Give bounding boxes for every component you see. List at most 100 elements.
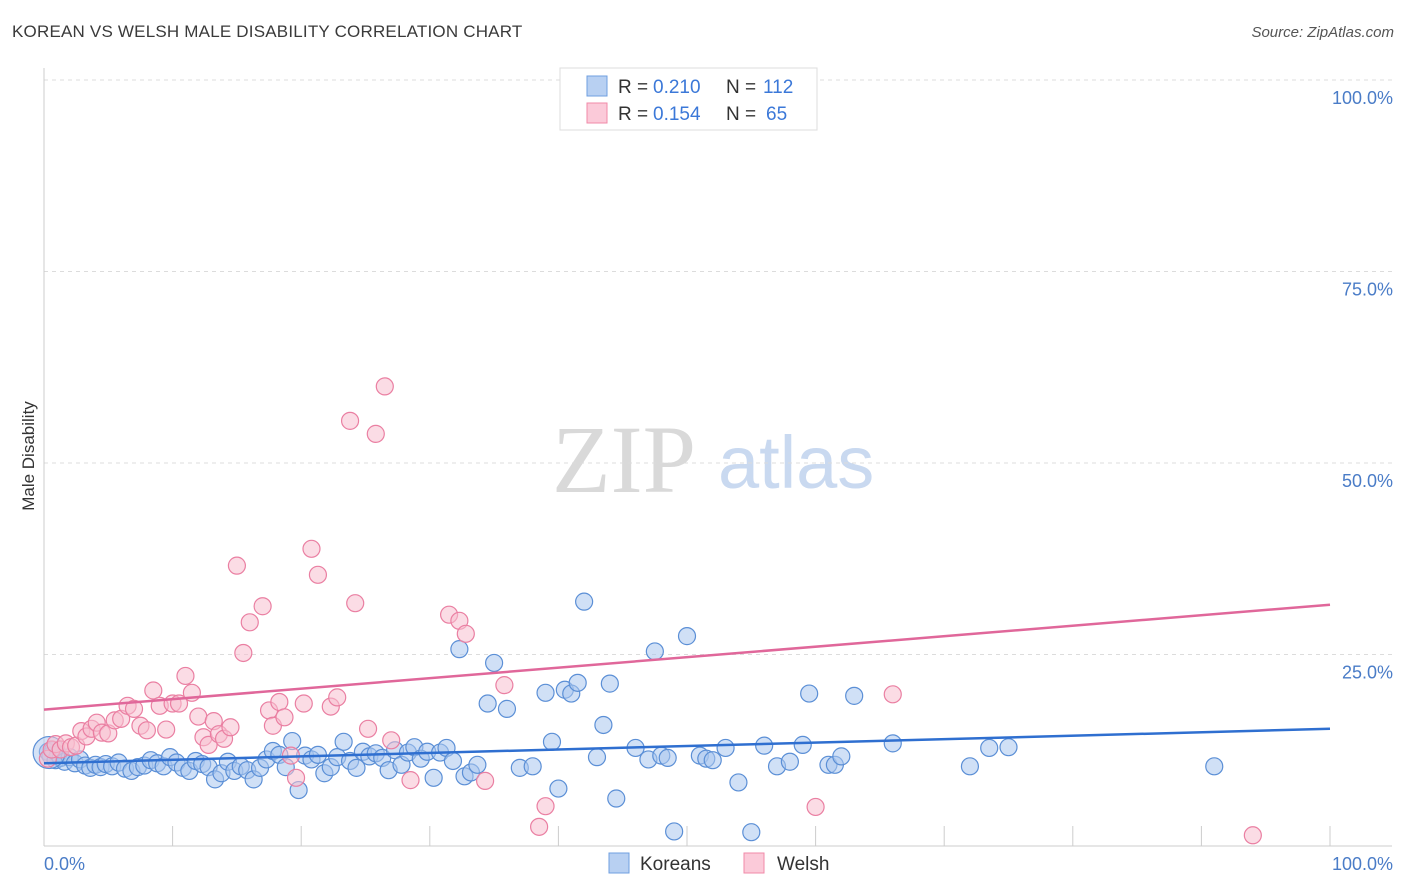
welsh-point-60 bbox=[530, 817, 549, 836]
watermark-zip: ZIP bbox=[552, 406, 696, 513]
welsh-points bbox=[38, 71, 1262, 845]
welsh-point-64 bbox=[883, 685, 902, 704]
welsh-point-16 bbox=[124, 699, 144, 718]
korean-point-100 bbox=[729, 773, 748, 792]
welsh-point-50 bbox=[358, 719, 378, 738]
legend-swatch-koreans bbox=[586, 75, 608, 97]
bottom-legend: Koreans Welsh bbox=[608, 852, 829, 875]
korean-point-91 bbox=[645, 642, 664, 661]
korean-point-113 bbox=[980, 738, 999, 758]
welsh-point-18 bbox=[137, 721, 156, 740]
legend-n-value-welsh: 65 bbox=[766, 104, 787, 125]
korean-point-109 bbox=[832, 747, 851, 766]
korean-point-115 bbox=[1205, 757, 1224, 776]
welsh-point-39 bbox=[270, 692, 289, 712]
y-tick-labels: 25.0% 50.0% 75.0% 100.0% bbox=[1332, 88, 1393, 683]
welsh-point-48 bbox=[340, 411, 360, 430]
korean-point-83 bbox=[568, 673, 587, 692]
welsh-point-59 bbox=[495, 676, 514, 695]
welsh-point-45 bbox=[308, 565, 328, 584]
korean-point-98 bbox=[703, 751, 722, 770]
korean-point-78 bbox=[536, 683, 555, 702]
welsh-point-19 bbox=[144, 681, 163, 700]
korean-point-79 bbox=[542, 732, 562, 751]
korean-point-87 bbox=[600, 674, 619, 693]
korean-point-104 bbox=[780, 752, 799, 771]
legend-box: R = 0.210 N = 112 R = 0.154 N = 65 bbox=[559, 67, 818, 131]
welsh-point-24 bbox=[176, 666, 195, 686]
bottom-legend-swatch-welsh bbox=[743, 852, 765, 874]
korean-point-93 bbox=[658, 748, 677, 768]
korean-point-102 bbox=[755, 736, 774, 755]
legend-swatch-welsh bbox=[586, 102, 608, 124]
axes bbox=[43, 68, 1392, 847]
legend-r-value-welsh: 0.154 bbox=[653, 104, 701, 125]
korean-trend-line bbox=[43, 727, 1331, 765]
legend-r-label-koreans: R = bbox=[618, 77, 648, 98]
korean-point-80 bbox=[549, 779, 568, 798]
y-tick-label-50: 50.0% bbox=[1342, 471, 1393, 491]
y-tick-label-25: 25.0% bbox=[1342, 663, 1393, 683]
korean-point-73 bbox=[478, 694, 497, 713]
legend-n-label-welsh: N = bbox=[726, 104, 756, 125]
welsh-point-47 bbox=[328, 688, 347, 707]
korean-point-95 bbox=[677, 627, 697, 646]
legend-n-value-koreans: 112 bbox=[763, 77, 793, 98]
welsh-point-53 bbox=[382, 731, 401, 750]
welsh-point-52 bbox=[375, 377, 394, 396]
korean-point-65 bbox=[424, 768, 443, 787]
welsh-point-26 bbox=[189, 707, 208, 726]
korean-point-111 bbox=[883, 734, 902, 753]
korean-point-74 bbox=[485, 653, 504, 673]
x-tick-label-max: 100.0% bbox=[1332, 854, 1393, 874]
welsh-point-57 bbox=[456, 624, 475, 643]
korean-point-112 bbox=[960, 757, 980, 776]
y-tick-label-100: 100.0% bbox=[1332, 88, 1393, 108]
korean-point-53 bbox=[347, 758, 366, 777]
welsh-point-51 bbox=[366, 424, 385, 443]
welsh-point-33 bbox=[227, 556, 246, 575]
korean-point-51 bbox=[334, 732, 353, 751]
chart-title: KOREAN VS WELSH MALE DISABILITY CORRELAT… bbox=[12, 22, 523, 41]
welsh-point-34 bbox=[234, 643, 253, 663]
legend-n-label-koreans: N = bbox=[726, 77, 756, 98]
welsh-point-63 bbox=[806, 797, 825, 817]
korean-point-72 bbox=[468, 755, 487, 774]
y-tick-label-75: 75.0% bbox=[1342, 280, 1393, 300]
welsh-point-61 bbox=[536, 797, 555, 816]
welsh-point-65 bbox=[1243, 826, 1262, 845]
bottom-legend-label-welsh: Welsh bbox=[777, 854, 829, 875]
welsh-point-49 bbox=[346, 594, 365, 613]
korean-point-106 bbox=[800, 684, 819, 703]
welsh-trend-line bbox=[43, 603, 1331, 711]
welsh-point-58 bbox=[475, 771, 495, 790]
korean-point-85 bbox=[587, 748, 607, 767]
korean-point-99 bbox=[716, 738, 735, 758]
bottom-legend-swatch-koreans bbox=[608, 852, 630, 874]
korean-point-68 bbox=[443, 751, 463, 771]
welsh-point-32 bbox=[221, 718, 240, 737]
welsh-point-35 bbox=[240, 613, 259, 632]
source-label: Source: ZipAtlas.com bbox=[1251, 24, 1394, 41]
welsh-point-21 bbox=[157, 720, 176, 739]
welsh-point-54 bbox=[401, 771, 420, 790]
welsh-point-40 bbox=[275, 708, 294, 727]
grid bbox=[44, 79, 1392, 655]
korean-point-114 bbox=[999, 738, 1018, 757]
x-tick-label-min: 0.0% bbox=[44, 854, 85, 874]
korean-point-88 bbox=[607, 789, 626, 808]
korean-point-101 bbox=[742, 823, 761, 842]
welsh-point-43 bbox=[294, 694, 313, 713]
trend-lines bbox=[43, 603, 1331, 765]
bottom-legend-label-koreans: Koreans bbox=[640, 854, 711, 875]
korean-point-69 bbox=[450, 640, 469, 659]
welsh-point-44 bbox=[302, 539, 321, 558]
korean-point-110 bbox=[845, 686, 864, 705]
korean-point-105 bbox=[793, 735, 812, 754]
korean-point-94 bbox=[665, 822, 684, 841]
korean-point-75 bbox=[497, 699, 517, 718]
legend-r-label-welsh: R = bbox=[618, 104, 648, 125]
legend-r-value-koreans: 0.210 bbox=[653, 77, 701, 98]
welsh-point-42 bbox=[286, 768, 306, 787]
